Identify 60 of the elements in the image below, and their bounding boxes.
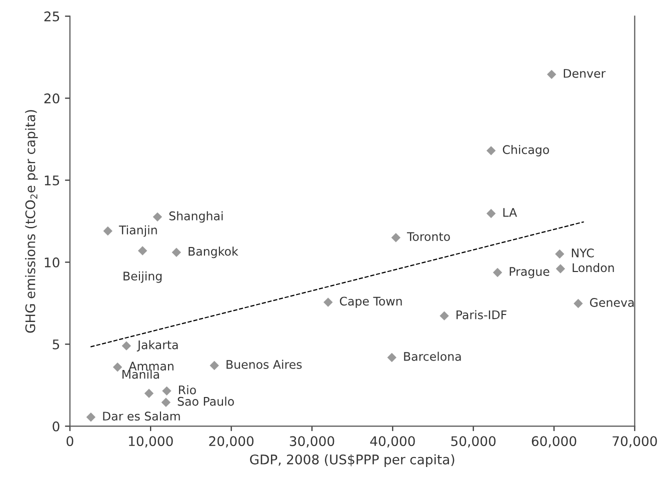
point: [391, 232, 400, 242]
point: [546, 70, 556, 80]
annotation: Sao Paulo: [178, 396, 234, 406]
annotation: Geneva: [590, 298, 634, 307]
annotation: Dar es Salam: [103, 411, 180, 421]
y-tick-label: 20: [44, 93, 60, 104]
annotation: LA: [503, 208, 518, 217]
y-tick-label: 0: [52, 421, 60, 432]
annotation: Rio: [179, 385, 196, 394]
annotation: London: [572, 263, 614, 272]
x-tick-label: 60,000: [532, 436, 576, 448]
point: [138, 246, 148, 256]
point: [162, 386, 172, 396]
annotation: Barcelona: [404, 352, 461, 361]
point: [387, 352, 396, 362]
point: [555, 249, 564, 259]
point: [172, 248, 182, 257]
annotation: Bangkok: [188, 246, 238, 258]
annotation: Cape Town: [340, 296, 402, 308]
annotation: Beijing: [124, 271, 162, 283]
y-tick-label: 25: [44, 11, 60, 22]
x-tick-label: 10,000: [128, 436, 173, 448]
annotation: Chicago: [502, 144, 549, 156]
point: [486, 208, 496, 218]
annotation: Paris-IDF: [456, 310, 506, 320]
x-tick-label: 50,000: [451, 436, 496, 448]
annotation: NYC: [572, 248, 594, 258]
annotation: Toronto: [406, 232, 450, 242]
annotation: Tianjin: [118, 225, 157, 237]
y-tick-label: 5: [52, 340, 60, 350]
point: [486, 146, 496, 156]
point: [556, 264, 566, 274]
point: [324, 298, 333, 307]
annotation: Manila: [122, 370, 159, 379]
annotation: Amman: [128, 362, 174, 371]
y-axis-title: GHG emissions (tCO$_{2}$e per capita): [25, 110, 38, 333]
x-axis-title: GDP, 2008 (US$PPP per capita): [250, 454, 454, 468]
annotation: Denver: [564, 69, 606, 78]
point: [86, 412, 96, 422]
annotation: Shanghai: [169, 211, 223, 223]
point: [492, 268, 502, 278]
point: [574, 298, 583, 308]
point: [161, 398, 171, 408]
x-tick-label: 20,000: [209, 436, 254, 448]
x-tick-label: 30,000: [290, 436, 334, 448]
y-tick-label: 15: [44, 176, 60, 186]
y-tick-label: 10: [44, 257, 60, 268]
x-tick-label: 70,000: [612, 436, 657, 448]
point: [440, 311, 449, 320]
x-tick-label: 40,000: [370, 436, 415, 448]
point: [210, 360, 219, 370]
point: [152, 212, 162, 222]
point: [122, 341, 132, 350]
annotation: Prague: [510, 267, 550, 278]
annotation: Buenos Aires: [226, 360, 302, 369]
point: [144, 388, 154, 398]
x-tick-label: 0: [66, 436, 74, 446]
annotation: Jakarta: [136, 340, 178, 352]
point: [103, 226, 112, 236]
point: [112, 362, 122, 372]
